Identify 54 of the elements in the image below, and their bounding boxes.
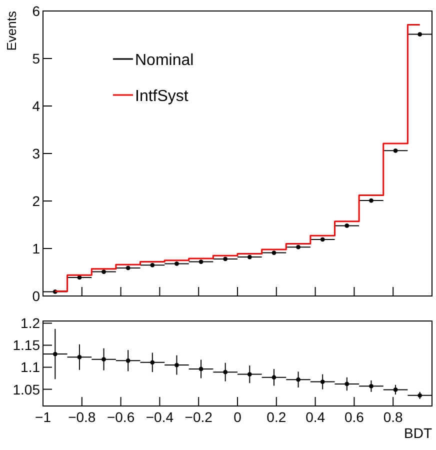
point bbox=[198, 260, 204, 264]
y-tick-label: 0 bbox=[32, 288, 40, 304]
point bbox=[52, 352, 58, 356]
point bbox=[223, 256, 228, 262]
point bbox=[102, 270, 106, 274]
x-tick-label: −0.8 bbox=[68, 409, 96, 425]
y-axis-title: Events bbox=[4, 10, 19, 51]
x-tick-label: −1 bbox=[35, 409, 52, 425]
y-tick-label: 6 bbox=[32, 3, 40, 19]
y-tick-label: 4 bbox=[32, 98, 40, 114]
x-tick-label: −0.6 bbox=[106, 409, 135, 425]
point bbox=[320, 380, 325, 384]
y-tick-label: 3 bbox=[32, 146, 40, 162]
point bbox=[344, 224, 350, 228]
x-tick-label: 0.8 bbox=[383, 409, 404, 425]
x-tick-label: −0.2 bbox=[184, 409, 213, 425]
point bbox=[150, 360, 155, 365]
point bbox=[344, 382, 350, 386]
point bbox=[247, 372, 252, 376]
point bbox=[418, 32, 422, 36]
point bbox=[77, 354, 82, 360]
y-tick-label: 1.05 bbox=[12, 381, 40, 398]
point bbox=[320, 237, 325, 242]
y-tick-label: 1.2 bbox=[20, 315, 40, 332]
x-tick-label: 0 bbox=[234, 409, 242, 425]
point bbox=[393, 388, 398, 392]
point bbox=[126, 266, 130, 270]
x-tick-label: −0.4 bbox=[146, 409, 174, 425]
y-tick-label: 1.15 bbox=[12, 337, 40, 354]
x-tick-label: 0.4 bbox=[306, 409, 326, 425]
point bbox=[198, 366, 204, 372]
point bbox=[150, 262, 155, 268]
legend-label: Nominal bbox=[135, 52, 194, 69]
y-tick-label: 2 bbox=[32, 193, 40, 209]
x-tick-label: 0.2 bbox=[266, 409, 286, 425]
point bbox=[247, 254, 252, 260]
legend-label: IntfSyst bbox=[135, 88, 189, 105]
y-tick-label: 1 bbox=[32, 240, 40, 256]
point bbox=[174, 262, 179, 266]
y-tick-label: 5 bbox=[32, 50, 40, 66]
point bbox=[272, 375, 276, 380]
y-tick-label: 1.1 bbox=[20, 359, 40, 376]
point bbox=[102, 357, 106, 362]
point bbox=[174, 362, 179, 368]
point bbox=[126, 358, 130, 363]
point bbox=[369, 384, 374, 388]
point bbox=[369, 198, 374, 203]
x-axis-title: BDT bbox=[404, 425, 432, 441]
point bbox=[393, 148, 398, 153]
point bbox=[223, 370, 228, 374]
point bbox=[296, 377, 300, 382]
point bbox=[272, 250, 276, 255]
x-tick-label: 0.6 bbox=[344, 409, 364, 425]
point bbox=[296, 244, 300, 250]
